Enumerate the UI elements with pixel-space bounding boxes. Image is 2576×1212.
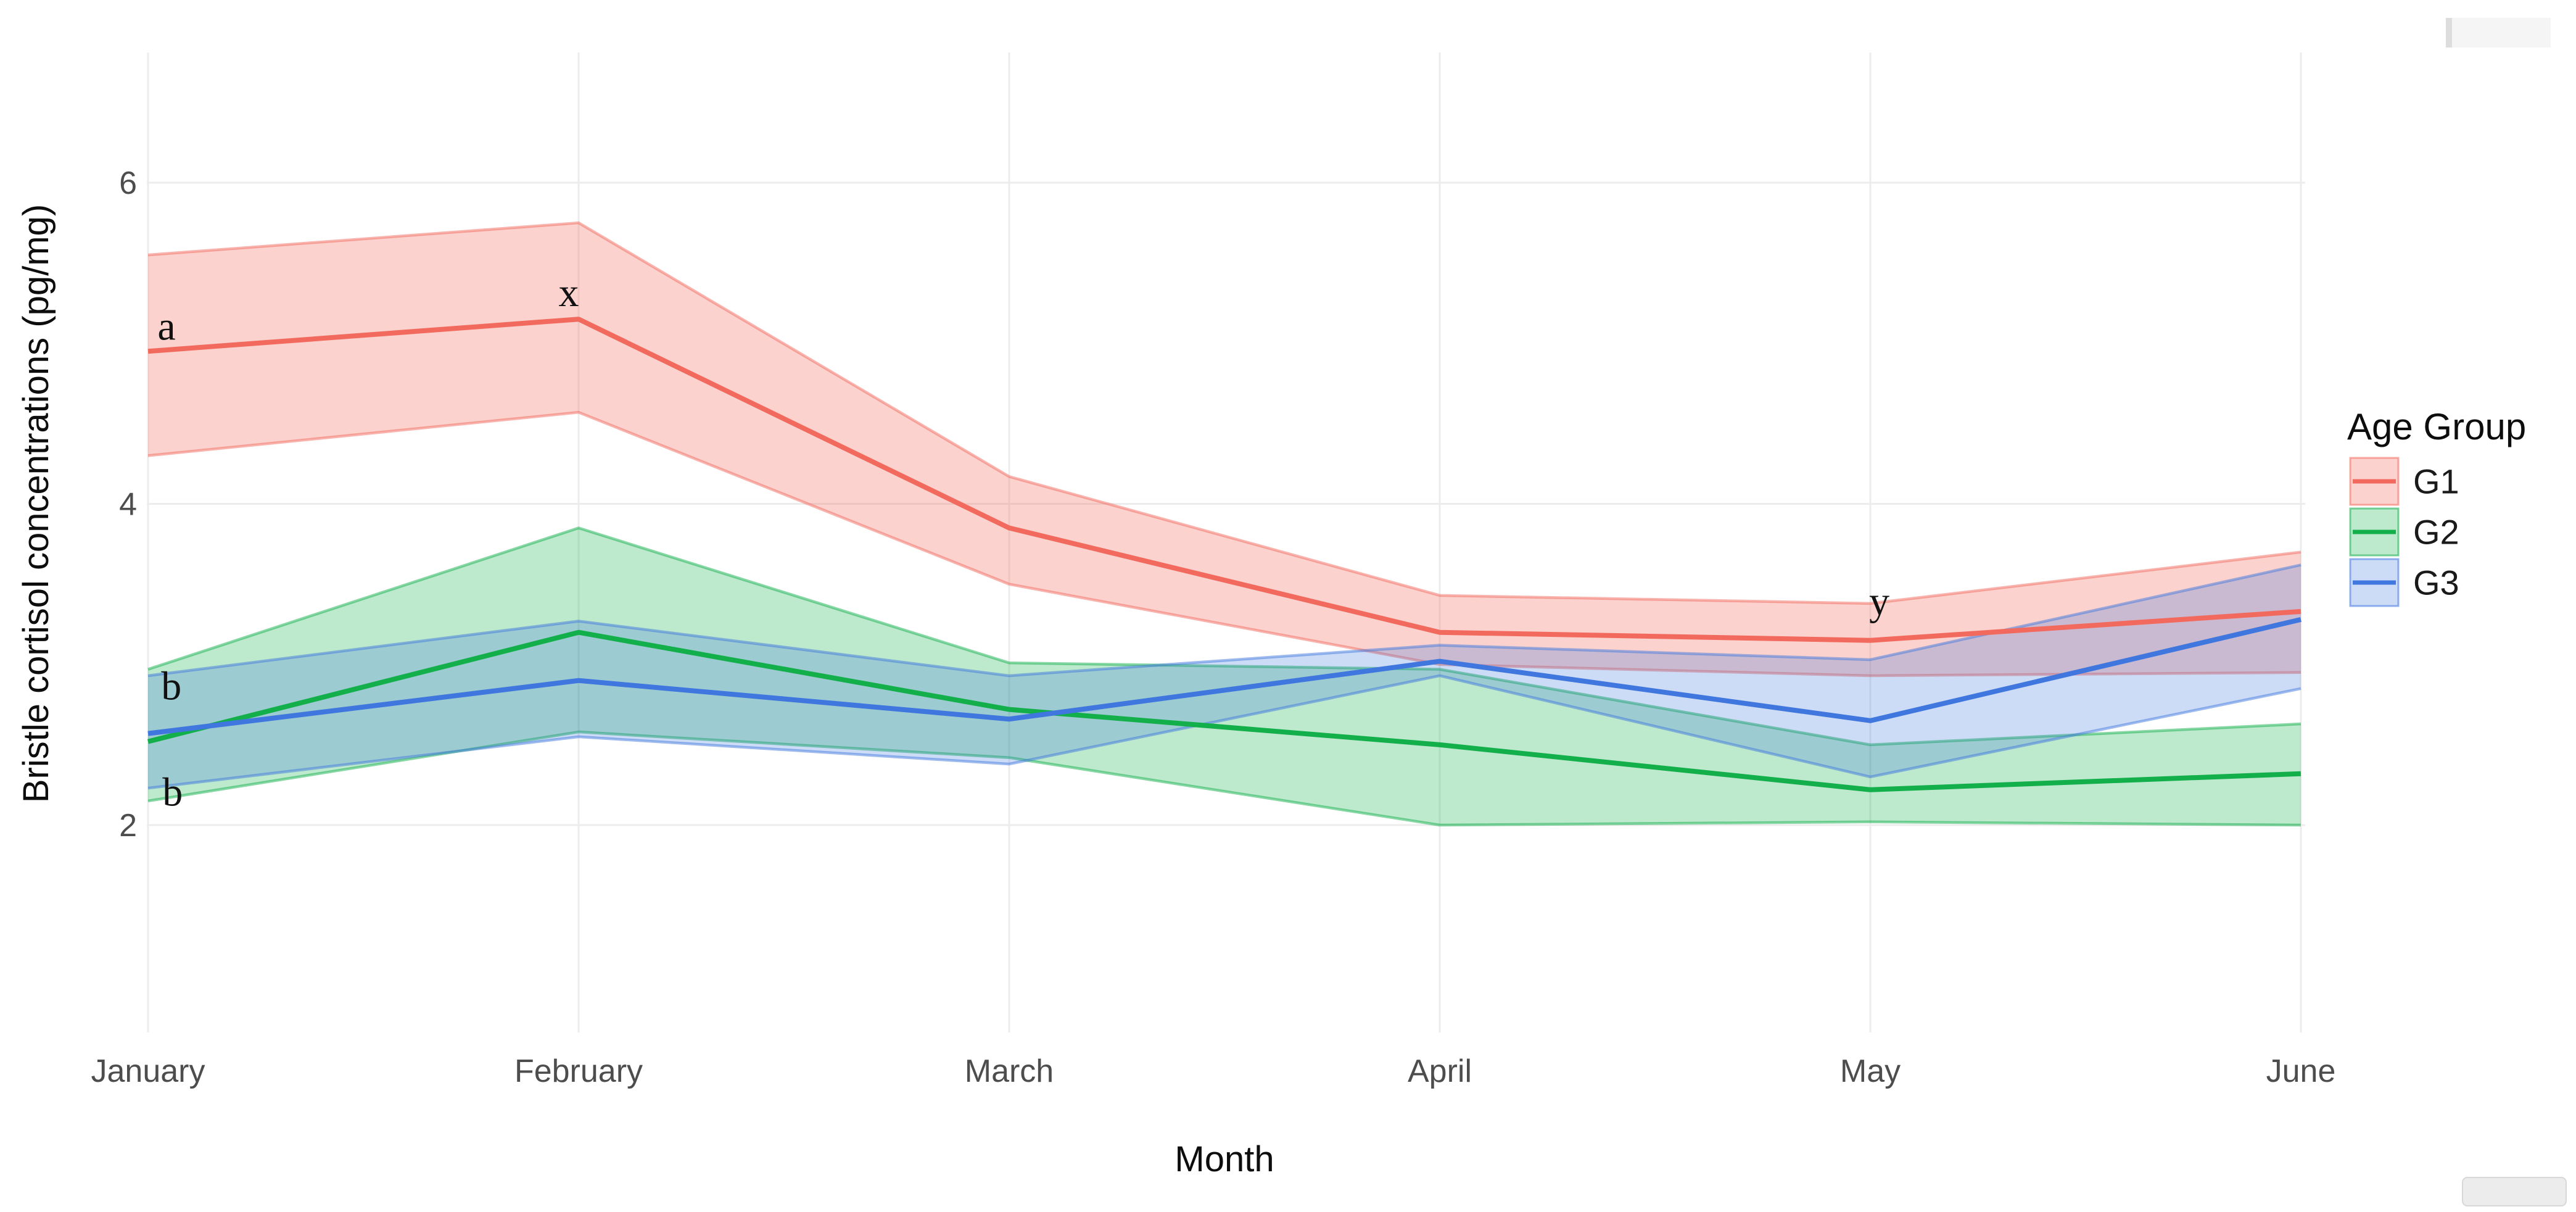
line-g2 <box>147 629 2301 792</box>
x-tick-label-march: March <box>965 1053 1054 1089</box>
ribbon-lower-edge-g2 <box>147 730 2301 827</box>
y-tick-label-2: 2 <box>119 808 137 844</box>
legend-entry-g2: G2 <box>2349 507 2459 557</box>
legend-label-g1: G1 <box>2413 462 2459 501</box>
x-tick-label-june: June <box>2266 1053 2336 1089</box>
line-g1 <box>147 317 2301 643</box>
annotation-letter-a-0: a <box>157 304 175 349</box>
ribbon-g3 <box>148 565 2301 789</box>
y-axis-tick-labels: 2 4 6 <box>119 165 137 844</box>
x-axis-title: Month <box>1174 1139 1274 1179</box>
confidence-ribbons <box>147 221 2301 827</box>
annotation-letter-y-4: y <box>1869 579 1889 624</box>
x-axis-tick-labels: January February March April May June <box>91 1053 2336 1089</box>
ribbon-upper-edge-g3 <box>147 563 2301 678</box>
annotation-letter-b-3: b <box>162 770 183 815</box>
y-tick-label-6: 6 <box>119 165 137 201</box>
annotation-letter-x-1: x <box>558 270 579 315</box>
ribbon-upper-edge-g1 <box>147 221 2301 605</box>
ribbon-upper-edge-g2 <box>147 526 2301 747</box>
legend-entry-g3: G3 <box>2349 558 2459 607</box>
annotation-letter-b-2: b <box>161 664 181 709</box>
screenshot-artifacts <box>2446 18 2567 1206</box>
scrollbar-fragment-bottom-right <box>2462 1177 2567 1206</box>
line-g3 <box>147 616 2301 736</box>
ribbon-lower-edge-g3 <box>147 674 2301 790</box>
y-tick-label-4: 4 <box>119 487 137 523</box>
y-axis-title: Bristle cortisol concentrations (pg/mg) <box>16 204 56 803</box>
ribbon-g1 <box>148 223 2301 676</box>
scrollbar-fragment-top-right-edge <box>2446 18 2452 48</box>
annotation-letters: a x b b y <box>157 270 1889 815</box>
x-tick-label-april: April <box>1408 1053 1472 1089</box>
ribbon-lower-edge-g1 <box>147 410 2301 678</box>
legend-label-g3: G3 <box>2413 563 2459 602</box>
scrollbar-fragment-top-right <box>2446 18 2551 48</box>
legend: Age Group G1 G2 G3 <box>2347 406 2526 607</box>
legend-entry-g1: G1 <box>2349 457 2459 506</box>
x-tick-label-january: January <box>91 1053 205 1089</box>
legend-label-g2: G2 <box>2413 513 2459 552</box>
x-tick-label-may: May <box>1840 1053 1901 1089</box>
series-lines <box>147 317 2301 792</box>
grid-layer <box>147 52 2305 1032</box>
legend-entries: G1 G2 G3 <box>2349 457 2459 607</box>
legend-title: Age Group <box>2347 406 2526 447</box>
x-tick-label-february: February <box>514 1053 643 1089</box>
